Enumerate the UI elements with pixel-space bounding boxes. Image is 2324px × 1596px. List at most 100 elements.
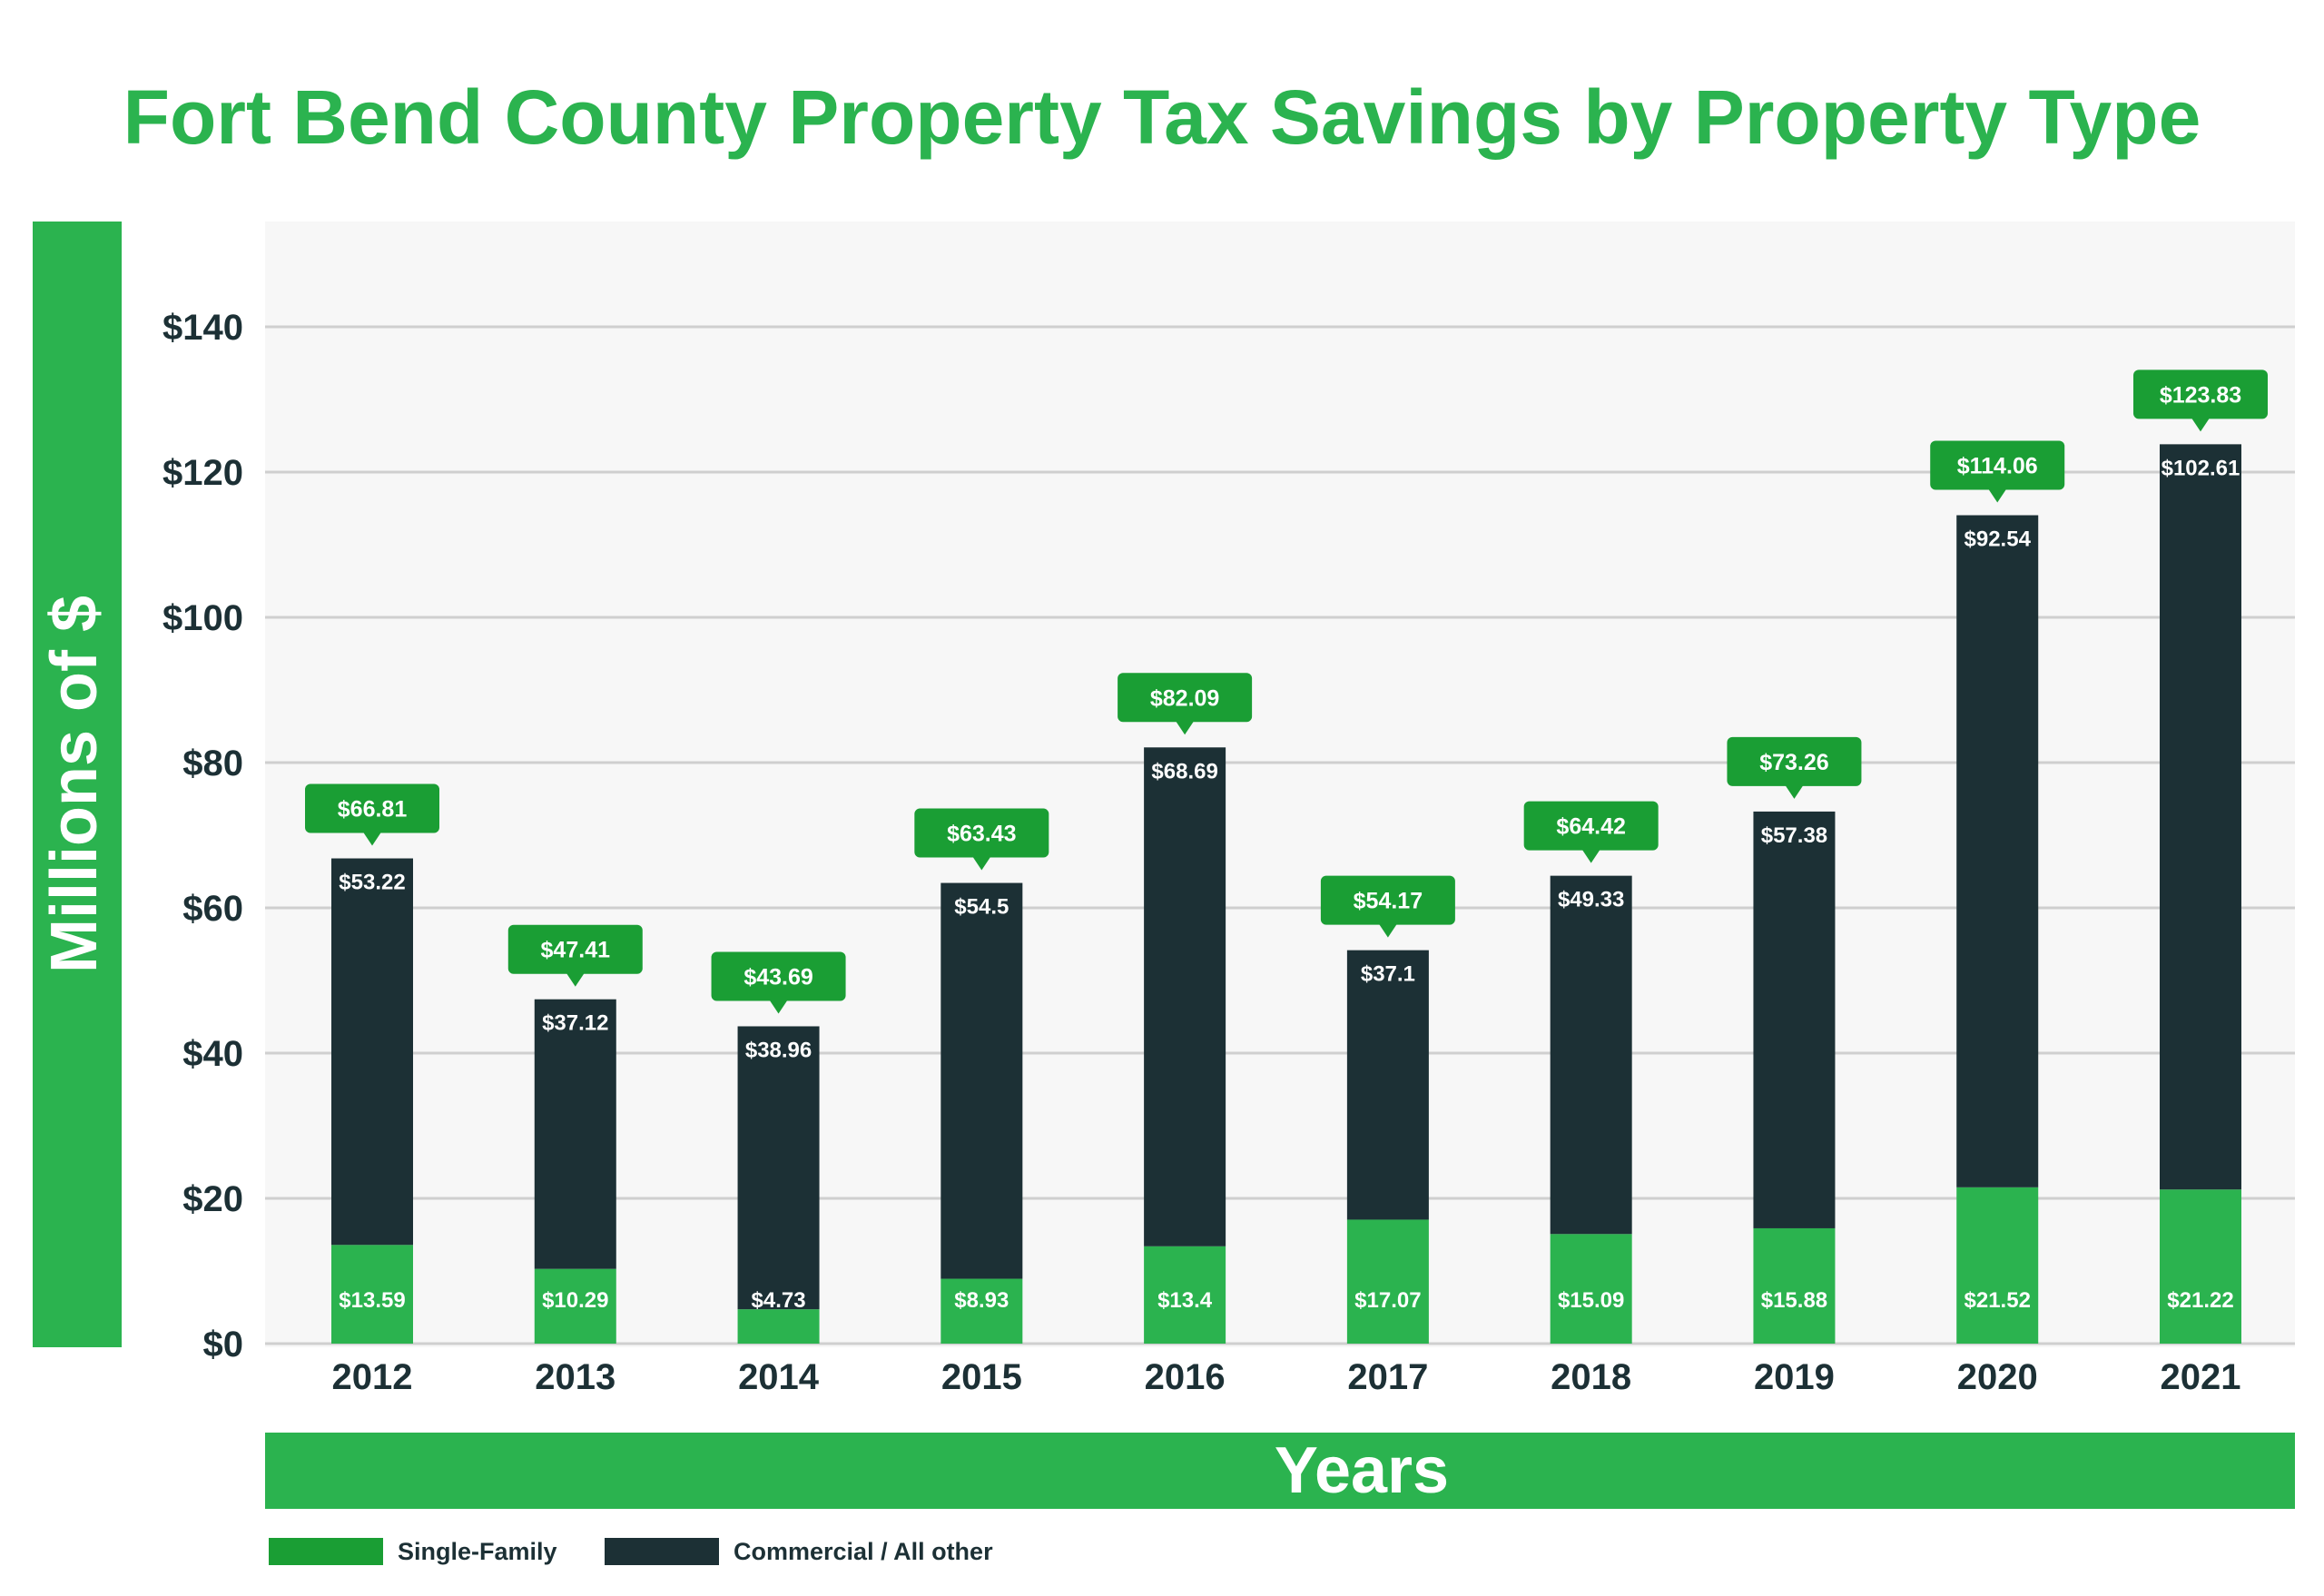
bar-single-family — [1144, 1246, 1226, 1344]
total-callout: $114.06 — [1930, 440, 2065, 503]
x-axis-band — [265, 1433, 2295, 1509]
legend-label-single-family: Single-Family — [398, 1538, 557, 1565]
total-callout-box — [1118, 673, 1253, 723]
data-label-single-family: $10.29 — [542, 1288, 608, 1313]
bar-commercial — [1956, 515, 2039, 1187]
total-callout: $47.41 — [507, 924, 643, 987]
legend-swatch-commercial — [605, 1538, 719, 1565]
x-tick-label: 2016 — [1145, 1357, 1226, 1397]
y-tick-label: $20 — [182, 1179, 243, 1219]
total-label: $123.83 — [2160, 382, 2241, 408]
total-callout-pointer — [1581, 849, 1600, 863]
total-label: $43.69 — [743, 964, 812, 990]
total-callout-pointer — [566, 972, 585, 987]
legend-label-commercial: Commercial / All other — [734, 1538, 993, 1565]
data-label-single-family: $17.07 — [1354, 1288, 1421, 1313]
bar-commercial — [940, 882, 1023, 1279]
total-label: $64.42 — [1556, 814, 1625, 840]
y-tick-label: $80 — [182, 744, 243, 783]
data-label-commercial: $49.33 — [1558, 888, 1624, 912]
data-label-single-family: $8.93 — [954, 1288, 1009, 1313]
x-tick-label: 2013 — [535, 1357, 615, 1397]
total-label: $73.26 — [1759, 750, 1828, 775]
bar-commercial — [1144, 747, 1226, 1246]
data-label-single-family: $13.4 — [1157, 1288, 1213, 1313]
bar-single-family — [940, 1278, 1023, 1344]
data-label-single-family: $15.09 — [1558, 1288, 1624, 1313]
x-tick-label: 2020 — [1957, 1357, 2038, 1397]
y-tick-label: $140 — [162, 308, 243, 348]
total-callout: $63.43 — [914, 808, 1049, 871]
legend-swatch-single-family — [269, 1538, 383, 1565]
data-label-commercial: $102.61 — [2162, 456, 2240, 480]
bars: $13.59 $53.22 $66.81 2012 $10.29 $37.12 $47.41… — [305, 369, 2268, 1397]
x-tick-label: 2014 — [738, 1357, 820, 1397]
total-callout-box — [1320, 875, 1455, 925]
y-axis-title: Millions of $ — [38, 596, 111, 973]
chart-title: Fort Bend County Property Tax Savings by… — [123, 74, 2201, 160]
data-label-single-family: $13.59 — [339, 1288, 405, 1313]
bar-single-family — [2160, 1189, 2241, 1344]
y-tick-label: $40 — [182, 1034, 243, 1074]
total-label: $54.17 — [1354, 889, 1423, 914]
y-axis-band — [33, 222, 122, 1347]
total-callout-box — [1930, 440, 2065, 490]
total-label: $82.09 — [1150, 685, 1219, 711]
data-label-commercial: $54.5 — [954, 895, 1009, 920]
bar-single-family — [331, 1245, 413, 1344]
total-label: $47.41 — [541, 938, 611, 963]
total-label: $114.06 — [1957, 454, 2038, 479]
bar-commercial — [534, 999, 616, 1269]
total-callout: $123.83 — [2133, 369, 2268, 432]
data-label-commercial: $53.22 — [339, 871, 405, 895]
y-tick-label: $60 — [182, 889, 243, 929]
total-callout: $64.42 — [1523, 801, 1659, 863]
total-callout-pointer — [1176, 721, 1195, 735]
x-tick-label: 2017 — [1347, 1357, 1428, 1397]
bar-commercial — [737, 1026, 820, 1310]
data-label-commercial: $37.1 — [1361, 962, 1415, 987]
x-tick-label: 2012 — [332, 1357, 413, 1397]
bar-single-family — [1550, 1234, 1632, 1344]
y-tick-label: $100 — [162, 598, 243, 638]
bar-single-family — [1753, 1227, 1836, 1344]
data-label-single-family: $15.88 — [1761, 1288, 1827, 1313]
total-callout: $43.69 — [711, 951, 846, 1014]
data-label-commercial: $57.38 — [1761, 823, 1827, 848]
total-callout-pointer — [972, 856, 991, 871]
bar-single-family — [737, 1309, 820, 1344]
total-label: $66.81 — [338, 797, 408, 823]
y-tick-label: $0 — [203, 1325, 244, 1364]
total-callout: $73.26 — [1727, 736, 1862, 799]
data-label-commercial: $68.69 — [1151, 759, 1217, 783]
total-callout-pointer — [1988, 488, 2007, 503]
total-callout-box — [1523, 801, 1659, 851]
total-label: $63.43 — [947, 822, 1016, 847]
total-callout-pointer — [363, 832, 381, 846]
bar-single-family — [1346, 1219, 1429, 1344]
x-tick-label: 2018 — [1551, 1357, 1631, 1397]
legend: Single-Family Commercial / All other — [269, 1538, 993, 1565]
data-label-single-family: $21.52 — [1965, 1288, 2031, 1313]
total-callout-box — [914, 808, 1049, 858]
total-callout-box — [711, 951, 846, 1001]
data-label-single-family: $21.22 — [2167, 1288, 2233, 1313]
data-label-commercial: $38.96 — [745, 1038, 812, 1062]
total-callout-pointer — [2191, 418, 2210, 432]
data-label-single-family: $4.73 — [752, 1288, 806, 1313]
x-tick-label: 2021 — [2161, 1357, 2241, 1397]
bar-single-family — [534, 1268, 616, 1344]
bar-commercial — [331, 858, 413, 1246]
bar-commercial — [1346, 950, 1429, 1220]
bar-commercial — [2160, 444, 2241, 1190]
total-callout-box — [2133, 369, 2268, 419]
total-callout-box — [1727, 736, 1862, 786]
total-callout-box — [305, 783, 439, 833]
total-callout: $66.81 — [305, 783, 439, 846]
data-label-commercial: $92.54 — [1965, 527, 2032, 552]
total-callout: $82.09 — [1118, 673, 1253, 735]
bar-single-family — [1956, 1187, 2039, 1344]
total-callout-pointer — [769, 1000, 788, 1014]
